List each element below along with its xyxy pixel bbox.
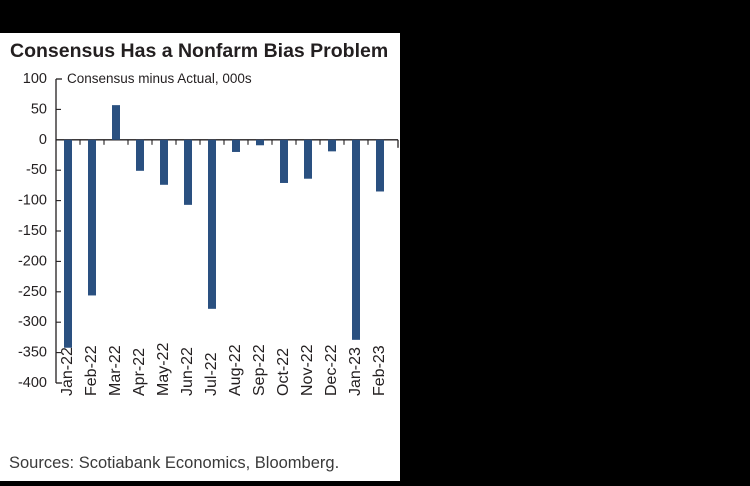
svg-text:50: 50: [31, 101, 47, 117]
svg-text:Jul-22: Jul-22: [203, 352, 220, 396]
svg-text:-350: -350: [18, 345, 47, 361]
svg-text:-300: -300: [18, 314, 47, 330]
svg-text:Sep-22: Sep-22: [251, 344, 268, 396]
svg-text:Jan-23: Jan-23: [347, 347, 364, 396]
svg-text:-50: -50: [26, 162, 47, 178]
svg-text:-100: -100: [18, 193, 47, 209]
svg-text:Oct-22: Oct-22: [275, 348, 292, 396]
svg-text:-250: -250: [18, 284, 47, 300]
svg-text:Aug-22: Aug-22: [227, 344, 244, 396]
svg-text:Jun-22: Jun-22: [179, 347, 196, 396]
svg-text:100: 100: [23, 71, 47, 87]
svg-text:-200: -200: [18, 253, 47, 269]
svg-text:Apr-22: Apr-22: [131, 348, 148, 396]
svg-text:Jan-22: Jan-22: [59, 347, 76, 396]
svg-text:Nov-22: Nov-22: [299, 344, 316, 396]
svg-text:Feb-22: Feb-22: [83, 345, 100, 396]
svg-text:-150: -150: [18, 223, 47, 239]
svg-text:Feb-23: Feb-23: [371, 345, 388, 396]
svg-text:-400: -400: [18, 375, 47, 391]
svg-text:May-22: May-22: [155, 343, 172, 396]
svg-text:0: 0: [39, 132, 47, 148]
svg-text:Mar-22: Mar-22: [107, 345, 124, 396]
svg-text:Dec-22: Dec-22: [323, 344, 340, 396]
